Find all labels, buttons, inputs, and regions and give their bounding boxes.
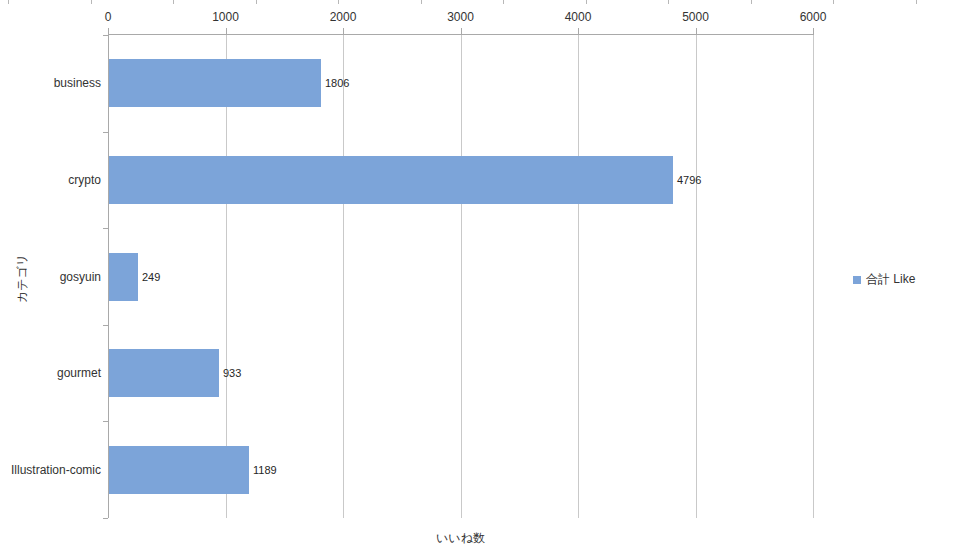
category-axis-tick-mark	[103, 421, 108, 422]
legend-label: 合計 Like	[866, 271, 915, 288]
category-label: Illustration-comic	[5, 463, 101, 477]
x-axis-tick-label: 1000	[212, 10, 239, 24]
category-axis-tick-mark	[103, 518, 108, 519]
x-axis-title: いいね数	[108, 530, 813, 547]
vertical-gridline	[578, 35, 579, 518]
bar-value-label: 249	[142, 271, 160, 283]
x-axis-tick-label: 5000	[682, 10, 709, 24]
top-edge-tick	[256, 0, 257, 4]
bar-value-label: 933	[223, 367, 241, 379]
top-edge-tick	[916, 0, 917, 4]
x-axis-tick-label: 4000	[565, 10, 592, 24]
bar	[109, 349, 219, 397]
legend-swatch-icon	[853, 276, 861, 284]
top-edge-tick	[338, 0, 339, 4]
bar-value-label: 1189	[253, 464, 277, 476]
vertical-gridline	[461, 35, 462, 518]
top-edge-tick	[8, 0, 9, 4]
top-edge-tick	[833, 0, 834, 4]
category-label: business	[5, 76, 101, 90]
x-axis-tick-label: 2000	[330, 10, 357, 24]
x-axis-tick-label: 6000	[800, 10, 827, 24]
category-label: crypto	[5, 173, 101, 187]
vertical-gridline	[696, 35, 697, 518]
bar	[109, 59, 321, 107]
bar	[109, 446, 249, 494]
category-axis-tick-mark	[103, 35, 108, 36]
bar-value-label: 1806	[325, 77, 349, 89]
top-edge-tick	[173, 0, 174, 4]
top-edge-tick	[586, 0, 587, 4]
vertical-gridline	[343, 35, 344, 518]
bar	[109, 156, 673, 204]
top-edge-tick	[503, 0, 504, 4]
vertical-gridline	[813, 35, 814, 518]
category-axis-tick-mark	[103, 132, 108, 133]
category-axis-tick-mark	[103, 228, 108, 229]
bar-value-label: 4796	[677, 174, 701, 186]
category-axis-tick-mark	[103, 325, 108, 326]
top-edge-tick	[751, 0, 752, 4]
y-axis-title: カテゴリ	[14, 229, 31, 329]
top-edge-tick	[91, 0, 92, 4]
top-edge-tick	[668, 0, 669, 4]
x-axis-tick-label: 0	[105, 10, 112, 24]
category-label: gourmet	[5, 366, 101, 380]
value-axis-line	[108, 34, 814, 35]
x-axis-tick-label: 3000	[447, 10, 474, 24]
top-edge-tick	[421, 0, 422, 4]
bar	[109, 253, 138, 301]
chart-canvas: 0 1000 2000 3000 4000 5000 6000 business 1806 cry…	[0, 0, 961, 556]
legend: 合計 Like	[853, 271, 915, 288]
